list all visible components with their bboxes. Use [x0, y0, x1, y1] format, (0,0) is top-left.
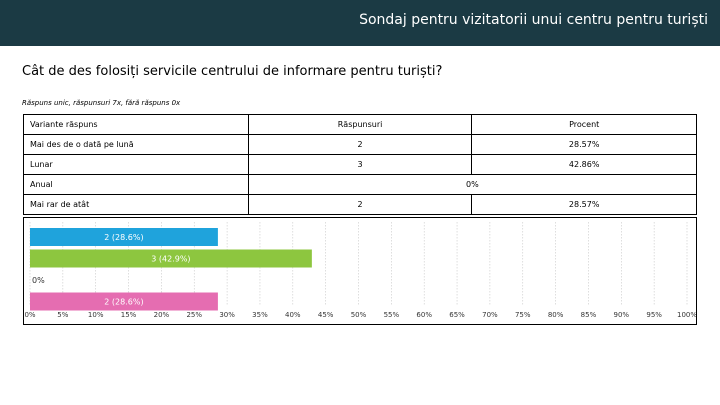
question-subtitle: Răspuns unic, răspunsuri 7x, fără răspun…: [22, 99, 181, 107]
row-answer: Mai rar de atât: [23, 194, 249, 215]
x-tick-label: 65%: [449, 311, 465, 319]
bar: [30, 228, 218, 246]
table-header-row: Variante răspuns Răspunsuri Procent: [23, 114, 697, 135]
x-tick-label: 55%: [384, 311, 400, 319]
x-tick-label: 15%: [121, 311, 137, 319]
question-text: Cât de des folosiți servicile centrului …: [22, 64, 443, 79]
row-percent: 42.86%: [471, 154, 697, 175]
x-tick-label: 70%: [482, 311, 498, 319]
row-answer: Anual: [23, 174, 249, 195]
header-percent: Procent: [471, 114, 697, 135]
bar-data-label: 3 (42.9%): [151, 255, 190, 264]
table-row: Anual 0%: [23, 174, 698, 195]
x-tick-label: 60%: [416, 311, 432, 319]
x-tick-label: 25%: [186, 311, 202, 319]
x-tick-label: 20%: [154, 311, 170, 319]
row-percent: 28.57%: [471, 134, 697, 155]
header-bar: Sondaj pentru vizitatorii unui centru pe…: [0, 0, 720, 46]
row-count: 2: [247, 194, 473, 215]
bar-data-label: 0%: [32, 276, 45, 285]
row-count: 3: [247, 154, 473, 175]
x-tick-label: 40%: [285, 311, 301, 319]
x-tick-label: 5%: [57, 311, 68, 319]
row-percent: 0%: [247, 174, 698, 195]
x-tick-label: 50%: [351, 311, 367, 319]
x-tick-label: 45%: [318, 311, 334, 319]
x-tick-label: 95%: [646, 311, 662, 319]
row-answer: Lunar: [23, 154, 249, 175]
bar-chart: 0% 5% 10% 15% 20% 25% 30% 35% 40% 45% 50% 55% 60% 65%…: [24, 222, 697, 319]
table-row: Mai des de o dată pe lună 2 28.57%: [23, 134, 697, 155]
bar-data-label: 2 (28.6%): [104, 233, 143, 242]
x-tick-label: 100%: [677, 311, 696, 319]
x-tick-label: 0%: [24, 311, 35, 319]
header-count: Răspunsuri: [247, 114, 473, 135]
bar: [30, 292, 218, 311]
row-answer: Mai des de o dată pe lună: [23, 134, 249, 155]
x-tick-label: 30%: [219, 311, 235, 319]
bar-data-label: 2 (28.6%): [104, 298, 143, 307]
x-tick-label: 35%: [252, 311, 268, 319]
x-tick-label: 75%: [515, 311, 531, 319]
x-tick-label: 85%: [581, 311, 597, 319]
results-table: Variante răspuns Răspunsuri Procent Mai …: [23, 114, 698, 215]
row-count: 2: [247, 134, 473, 155]
table-row: Lunar 3 42.86%: [23, 154, 697, 175]
x-tick-label: 90%: [614, 311, 630, 319]
row-percent: 28.57%: [471, 194, 697, 215]
x-tick-label: 80%: [548, 311, 564, 319]
header-title: Sondaj pentru vizitatorii unui centru pe…: [359, 12, 708, 28]
table-row: Mai rar de atât 2 28.57%: [23, 194, 697, 215]
bar: [30, 249, 312, 268]
chart-container: 0% 5% 10% 15% 20% 25% 30% 35% 40% 45% 50% 55% 60% 65%…: [23, 217, 697, 325]
header-answer: Variante răspuns: [23, 114, 249, 135]
x-tick-label: 10%: [88, 311, 104, 319]
